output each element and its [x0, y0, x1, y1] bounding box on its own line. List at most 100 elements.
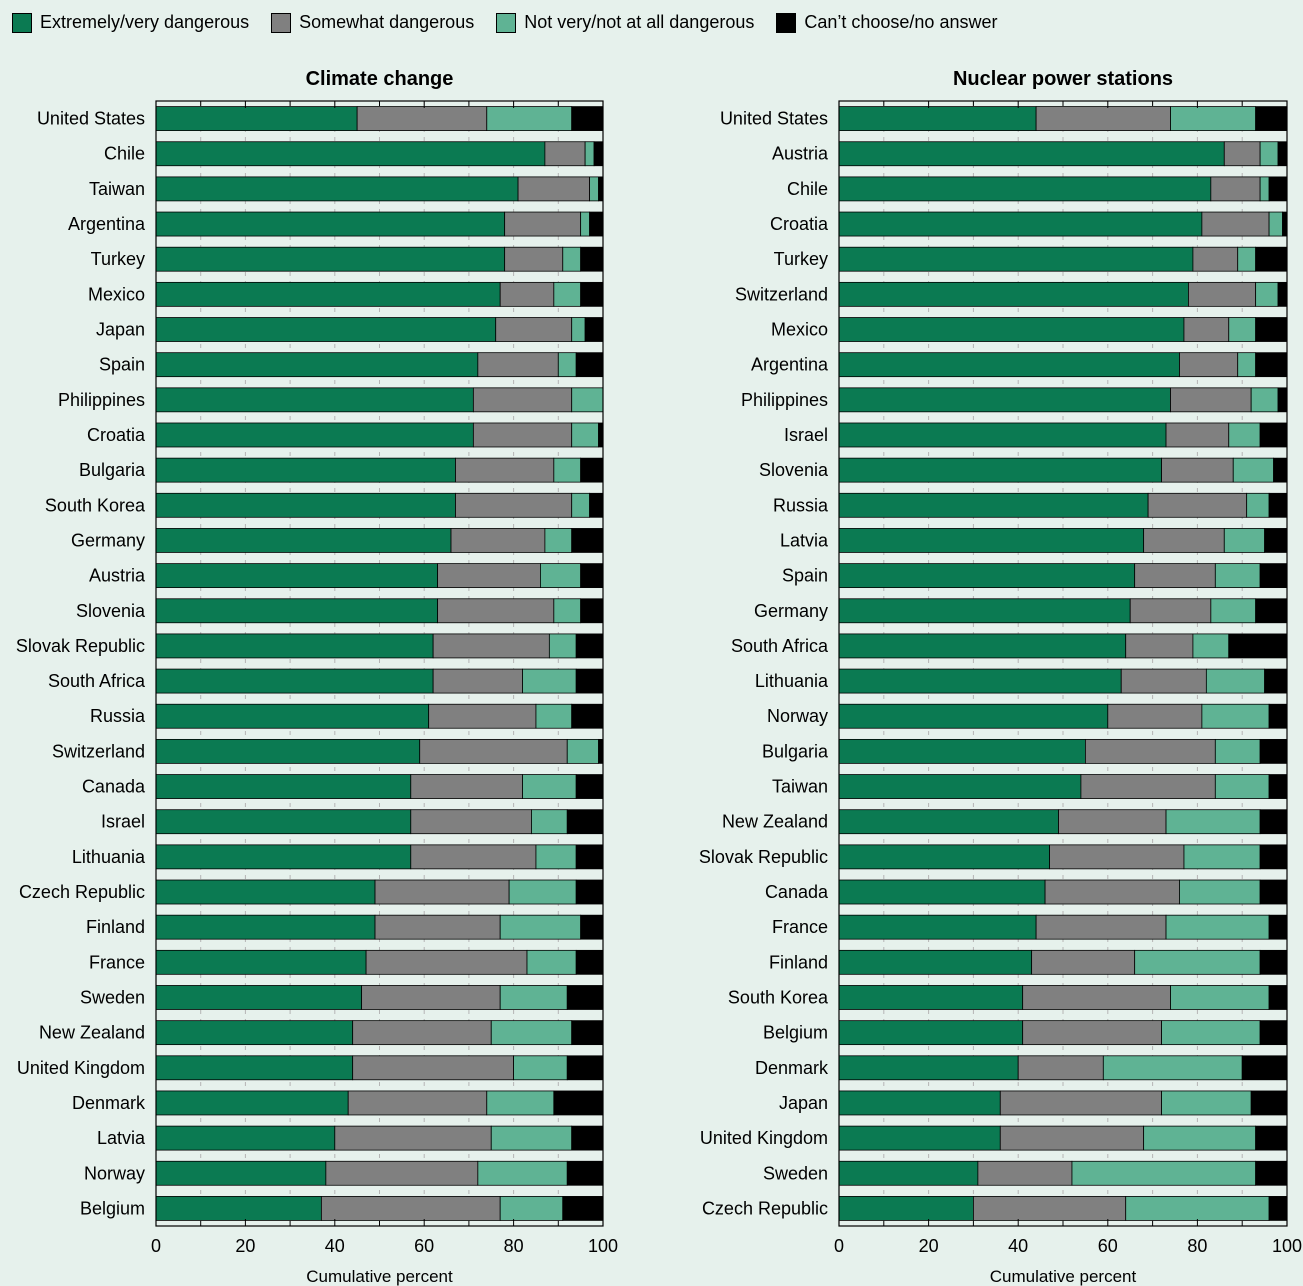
bar-segment	[1268, 492, 1288, 518]
bar-segment	[838, 317, 1185, 342]
bar-segment	[580, 563, 604, 589]
bar-segment	[155, 422, 474, 448]
category-label: Denmark	[755, 1058, 829, 1078]
legend: Extremely/very dangerous Somewhat danger…	[12, 12, 1019, 33]
bar-segment	[352, 1055, 514, 1081]
bar-segment	[531, 809, 568, 835]
bar-segment	[571, 317, 586, 342]
bar-segment	[589, 176, 599, 202]
bar-segment	[838, 1196, 974, 1221]
bar-segment	[155, 1090, 349, 1116]
category-label: Germany	[754, 601, 828, 621]
bar-segment	[571, 1020, 604, 1046]
bar-segment	[155, 844, 412, 870]
x-tick-label: 100	[1272, 1236, 1302, 1256]
bar-segment	[1259, 422, 1288, 448]
bar-segment	[575, 844, 604, 870]
bar-segment	[1250, 1090, 1288, 1116]
bar-segment	[155, 106, 358, 131]
bar-segment	[374, 879, 510, 905]
bar-segment	[838, 246, 1194, 272]
bar-segment	[432, 668, 523, 694]
bar-segment	[1120, 668, 1207, 694]
bar-segment	[155, 281, 501, 307]
category-label: Israel	[101, 812, 145, 832]
bar-segment	[1264, 668, 1288, 694]
bar-segment	[838, 1020, 1024, 1046]
bar-segment	[437, 598, 555, 624]
category-label: South Korea	[728, 987, 829, 1007]
bar-segment	[1143, 1125, 1257, 1151]
category-label: Switzerland	[52, 741, 145, 761]
bar-segment	[562, 246, 582, 272]
category-label: Turkey	[774, 249, 828, 269]
bar-segment	[1282, 211, 1288, 237]
bar-segment	[1214, 774, 1270, 799]
bar-segment	[838, 844, 1050, 870]
bar-segment	[1170, 985, 1270, 1010]
bar-segment	[548, 633, 577, 659]
bar-segment	[584, 141, 595, 167]
bar-segment	[535, 703, 573, 729]
bar-segment	[566, 985, 604, 1010]
bar-segment	[580, 457, 604, 483]
bar-segment	[1017, 1055, 1104, 1081]
legend-label: Not very/not at all dangerous	[524, 12, 755, 32]
bar-segment	[1022, 985, 1171, 1010]
category-label: Lithuania	[72, 847, 146, 867]
bar-segment	[571, 492, 590, 518]
bar-segment	[1246, 492, 1270, 518]
bar-segment	[1022, 1020, 1162, 1046]
category-label: Switzerland	[735, 284, 828, 304]
bar-segment	[838, 598, 1131, 624]
bar-segment	[155, 985, 363, 1010]
bar-segment	[589, 211, 604, 237]
bar-segment	[155, 703, 430, 729]
bar-segment	[580, 598, 604, 624]
legend-swatch-somewhat-dangerous	[271, 12, 292, 33]
bar-segment	[437, 563, 541, 589]
legend-swatch-extremely-dangerous	[12, 12, 32, 33]
bar-segment	[522, 774, 577, 799]
category-label: Slovak Republic	[699, 847, 828, 867]
bar-segment	[155, 1020, 354, 1046]
bar-segment	[598, 738, 604, 764]
legend-item-no-answer: Can’t choose/no answer	[776, 12, 997, 33]
bar-segment	[1259, 879, 1288, 905]
x-tick-label: 80	[1187, 1236, 1207, 1256]
bar-segment	[580, 281, 604, 307]
category-label: United Kingdom	[700, 1128, 828, 1148]
category-label: Norway	[767, 706, 828, 726]
bar-segment	[334, 1125, 492, 1151]
x-axis-label: Cumulative percent	[306, 1267, 453, 1286]
bar-segment	[557, 352, 577, 378]
bar-segment	[1228, 317, 1257, 342]
x-axis-label: Cumulative percent	[990, 1267, 1137, 1286]
bar-segment	[455, 457, 555, 483]
bar-segment	[1259, 949, 1288, 975]
bar-segment	[155, 879, 376, 905]
bar-segment	[838, 738, 1086, 764]
bar-segment	[544, 528, 573, 553]
bar-segment	[356, 106, 488, 131]
bar-segment	[1259, 738, 1288, 764]
bar-segment	[486, 1090, 555, 1116]
bar-segment	[1035, 914, 1167, 940]
category-label: Czech Republic	[702, 1198, 828, 1218]
bar-segment	[977, 1160, 1073, 1186]
bar-segment	[499, 914, 582, 940]
bar-segment	[1223, 141, 1261, 167]
bar-segment	[1192, 633, 1230, 659]
bar-segment	[973, 1196, 1127, 1221]
bar-segment	[1255, 281, 1279, 307]
category-label: Philippines	[741, 390, 828, 410]
bar-segment	[838, 176, 1212, 202]
bar-segment	[575, 668, 604, 694]
bar-segment	[410, 774, 523, 799]
bar-segment	[1214, 563, 1261, 589]
bar-segment	[508, 879, 577, 905]
bar-segment	[472, 387, 573, 413]
bar-segment	[499, 281, 555, 307]
category-label: Japan	[96, 320, 145, 340]
